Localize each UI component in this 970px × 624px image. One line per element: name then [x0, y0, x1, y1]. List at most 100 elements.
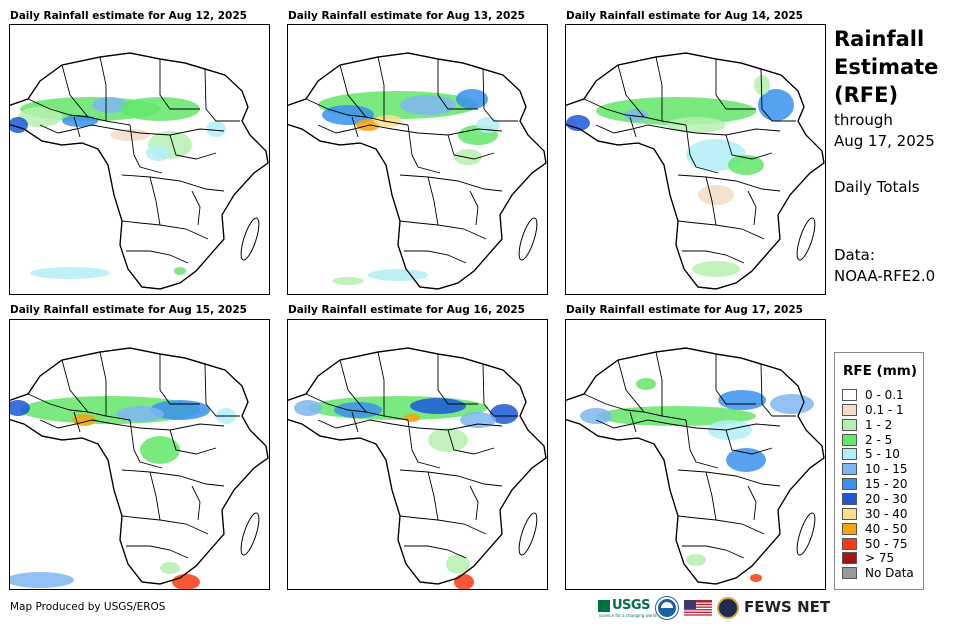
rainfall-map[interactable]: [9, 24, 270, 295]
noaa-logo-icon: [656, 597, 678, 619]
country-border: [685, 419, 719, 469]
country-border: [126, 250, 189, 264]
legend-swatch: [842, 552, 857, 565]
country-border: [39, 419, 225, 431]
africa-map-svg: [566, 52, 825, 290]
rainfall-area: [692, 261, 740, 277]
country-border: [399, 220, 487, 240]
coastline: [566, 52, 825, 290]
country-border: [437, 354, 478, 405]
panel-title: Daily Rainfall estimate for Aug 16, 2025: [288, 304, 525, 316]
coastline: [10, 347, 269, 585]
rainfall-area: [18, 107, 62, 127]
africa-map-svg: [288, 347, 547, 589]
legend-swatch: [842, 389, 857, 401]
rainfall-area: [446, 554, 470, 574]
rainfall-area: [754, 75, 770, 95]
country-border: [121, 220, 209, 240]
country-border: [399, 174, 503, 192]
country-border: [121, 515, 209, 535]
country-border: [61, 359, 107, 417]
rainfall-map[interactable]: [287, 24, 548, 295]
country-border: [705, 471, 717, 521]
legend-label: 10 - 15: [865, 462, 908, 477]
country-border: [121, 469, 225, 487]
country-border: [705, 176, 717, 226]
country-border: [725, 134, 773, 160]
country-border: [595, 419, 781, 431]
country-border: [317, 124, 503, 136]
madagascar: [518, 512, 538, 556]
legend-label: 2 - 5: [865, 432, 893, 447]
legend-label: > 75: [865, 551, 895, 566]
rainfall-area: [400, 95, 456, 115]
legend-swatch: [842, 403, 857, 416]
rainfall-area: [174, 267, 186, 275]
rainfall-area: [686, 554, 706, 566]
country-border: [61, 64, 107, 122]
africa-landmass: [566, 347, 825, 585]
legend-label: 0 - 0.1: [865, 388, 904, 402]
country-border: [583, 98, 645, 118]
rainfall-area: [758, 89, 794, 121]
legend-swatch: [842, 567, 857, 580]
country-border: [747, 485, 757, 521]
coastline: [10, 52, 269, 290]
country-border: [404, 545, 467, 559]
country-border: [482, 68, 518, 122]
usgs-text: USGS: [612, 598, 650, 613]
africa-map-svg: [566, 347, 825, 585]
rainfall-area: [708, 420, 752, 440]
country-border: [99, 56, 131, 126]
rainfall-area: [116, 406, 164, 422]
country-border: [595, 124, 781, 136]
madagascar: [518, 217, 538, 261]
country-border: [121, 174, 225, 192]
country-border: [685, 124, 719, 174]
country-border: [469, 190, 479, 226]
country-border: [204, 363, 240, 417]
rainfall-area: [10, 400, 30, 416]
country-border: [447, 429, 495, 455]
rainfall-map[interactable]: [287, 319, 548, 590]
legend-label: 5 - 10: [865, 447, 900, 462]
country-border: [715, 59, 756, 110]
country-border: [629, 411, 637, 433]
country-border: [725, 429, 773, 455]
country-border: [677, 469, 781, 487]
title-line: (RFE): [834, 83, 899, 107]
country-border: [305, 393, 367, 413]
rainfall-area: [110, 129, 150, 141]
rainfall-area: [726, 448, 766, 472]
country-border: [99, 351, 131, 421]
rainfall-map[interactable]: [565, 24, 826, 295]
africa-map-svg: [10, 52, 269, 290]
data-source: NOAA-RFE2.0: [834, 267, 936, 285]
country-border: [191, 190, 201, 226]
rainfall-map[interactable]: [565, 319, 826, 590]
country-border: [407, 124, 441, 174]
rainfall-area: [490, 404, 518, 424]
panel-title: Daily Rainfall estimate for Aug 14, 2025: [566, 10, 803, 22]
country-border: [27, 98, 89, 118]
country-border: [191, 485, 201, 521]
country-border: [715, 354, 756, 405]
legend-label: 50 - 75: [865, 536, 908, 551]
rainfall-area: [368, 269, 428, 281]
country-border: [305, 98, 367, 118]
country-border: [629, 116, 637, 138]
country-border: [682, 250, 745, 264]
madagascar: [240, 512, 260, 556]
rainfall-area: [356, 119, 380, 131]
country-border: [351, 411, 359, 433]
country-border: [427, 176, 439, 226]
coastline: [288, 347, 547, 585]
rainfall-map[interactable]: [9, 319, 270, 590]
country-border: [760, 68, 796, 122]
legend-title: RFE (mm): [843, 363, 918, 379]
rainfall-area: [206, 121, 226, 137]
country-border: [677, 174, 781, 192]
country-border: [404, 250, 467, 264]
country-border: [447, 134, 495, 160]
